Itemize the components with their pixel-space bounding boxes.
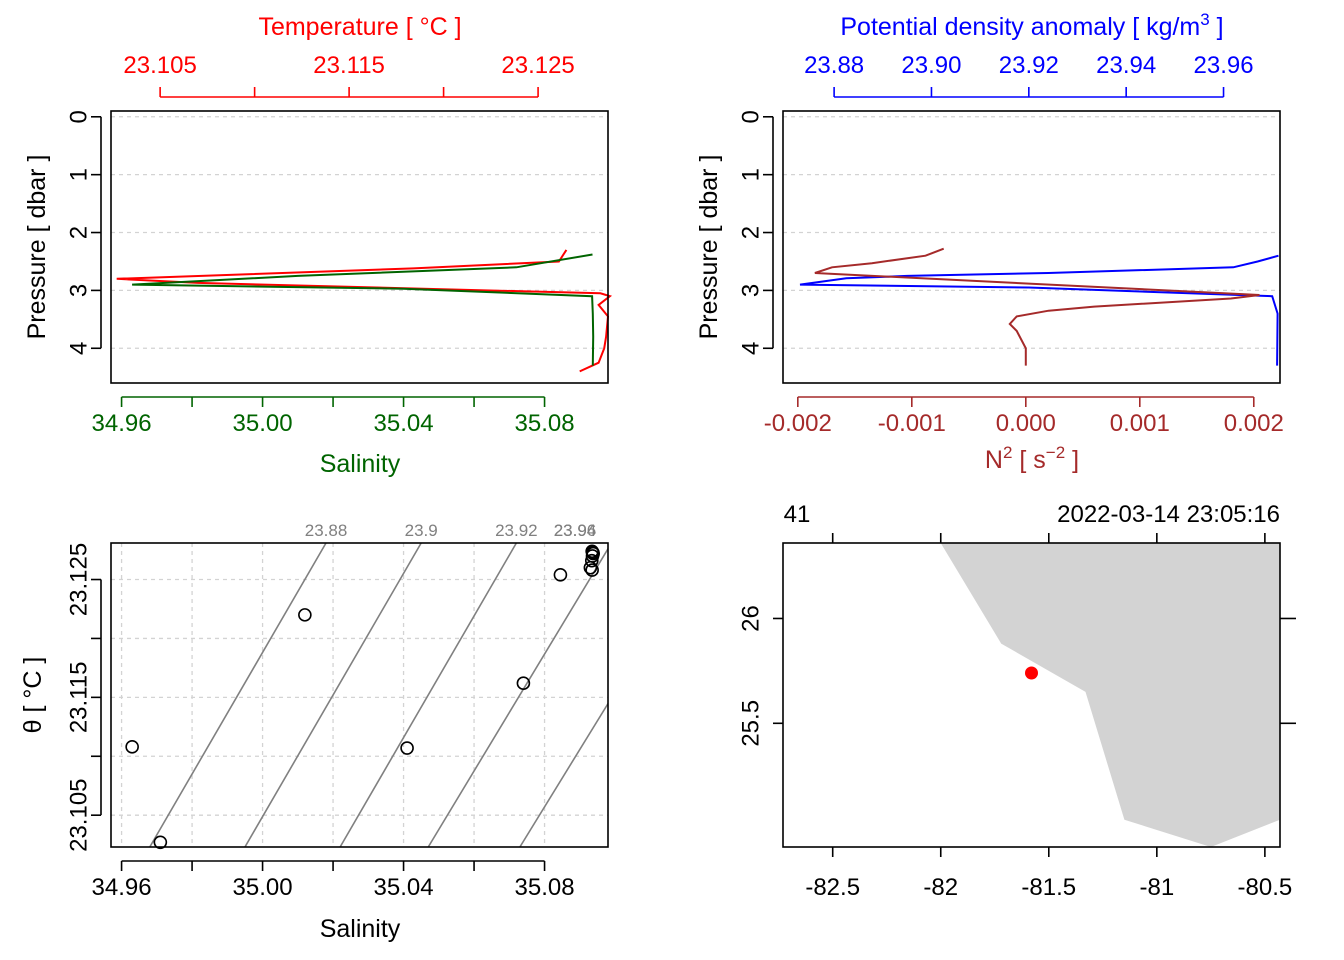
n2-axis-title-part: ]	[1065, 446, 1079, 474]
n2-axis-title: N2 [ s−2 ]	[985, 443, 1079, 474]
temperature-tick-label: 23.125	[501, 52, 574, 79]
isopycnal-label: 23.88	[305, 521, 348, 540]
salinity-tick-label: 35.04	[374, 410, 434, 437]
salinity-tick-label: 35.00	[233, 410, 293, 437]
density-n2-profile-panel: 0 1 2 3 4 Pressure [ dbar ] 23.88 23.90 23.92 23.…	[695, 10, 1284, 474]
longitude-tick-label: -82.5	[805, 874, 860, 901]
longitude-tick-label: -82	[923, 874, 958, 901]
salinity-line	[132, 253, 595, 366]
n2-axis-title-part: −2	[1046, 443, 1065, 462]
salinity-tick-label: 34.96	[92, 874, 152, 901]
latitude-tick-label: 25.5	[738, 700, 765, 747]
ts-data-point	[400, 741, 414, 755]
plot-frame	[110, 542, 609, 848]
theta-axis-title: θ [ °C ]	[19, 657, 47, 734]
density-axis-title: Potential density anomaly [ kg/m3 ]	[840, 10, 1223, 41]
density-tick-label: 23.94	[1096, 52, 1156, 79]
n2-axis-title-part: N	[985, 446, 1003, 474]
n2-tick-label: 0.001	[1110, 410, 1170, 437]
station-marker	[1025, 666, 1038, 680]
plot-frame	[782, 110, 1281, 384]
station-id-label: 41	[784, 501, 811, 528]
pressure-tick-label: 4	[738, 342, 765, 355]
ts-data-point	[585, 563, 599, 577]
temperature-tick-label: 23.105	[123, 52, 196, 79]
density-tick-label: 23.88	[804, 52, 864, 79]
pressure-tick-label: 4	[66, 342, 93, 355]
longitude-tick-label: -81.5	[1021, 874, 1076, 901]
density-axis-title-part: Potential density anomaly [ kg/m	[840, 13, 1200, 41]
ts-data-point	[298, 608, 312, 622]
isopycnal-lines	[149, 543, 608, 847]
pressure-tick-label: 1	[738, 168, 765, 181]
n2-axis-title-part: 2	[1003, 443, 1012, 462]
longitude-tick-label: -80.5	[1238, 874, 1293, 901]
n2-tick-label: 0.000	[996, 410, 1056, 437]
isopycnal-line	[427, 547, 608, 847]
temperature-tick-label: 23.115	[313, 52, 385, 79]
pressure-tick-label: 0	[738, 110, 765, 123]
station-time-label: 2022-03-14 23:05:16	[1057, 501, 1280, 528]
temperature-axis-title: Temperature [ °C ]	[258, 13, 461, 41]
isopycnal-label: 23.92	[495, 521, 538, 540]
isopycnal-line	[149, 543, 327, 847]
isopycnal-label: 23.94	[554, 521, 597, 540]
salinity-tick-label: 34.96	[92, 410, 152, 437]
density-tick-label: 23.90	[901, 52, 961, 79]
pressure-axis-title: Pressure [ dbar ]	[23, 155, 51, 340]
ts-data-point	[516, 676, 531, 691]
isopycnal-label: 23.9	[405, 521, 438, 540]
salinity-tick-label: 35.00	[233, 874, 293, 901]
isopycnal-line	[519, 702, 608, 847]
n2-line	[814, 247, 1260, 366]
ts-data-point	[584, 553, 599, 568]
theta-tick-label: 23.105	[66, 778, 93, 851]
station-map-panel: -82.5 -82 -81.5 -81 -80.5 41 2022-03-14 23:05:…	[738, 501, 1296, 901]
theta-tick-label: 23.115	[66, 662, 93, 734]
temperature-salinity-profile-panel: 0 1 2 3 4 Pressure [ dbar ] 23.105 23.115 23.125…	[23, 13, 613, 478]
ts-data-point	[553, 568, 568, 582]
pressure-tick-label: 2	[66, 226, 93, 239]
temperature-line	[116, 249, 613, 373]
density-axis-title-part: 3	[1200, 10, 1209, 29]
salinity-axis-title: Salinity	[320, 450, 401, 478]
salinity-axis-title: Salinity	[320, 915, 401, 943]
isopycnal-label: 23.96	[554, 521, 597, 540]
ts-data-point	[125, 740, 139, 754]
latitude-tick-label: 26	[738, 605, 765, 632]
longitude-tick-label: -81	[1139, 874, 1174, 901]
land-polygon	[940, 543, 1280, 847]
theta-tick-label: 23.125	[66, 543, 93, 616]
isopycnal-line	[244, 543, 422, 847]
salinity-tick-label: 35.08	[515, 874, 575, 901]
pressure-tick-label: 3	[66, 284, 93, 297]
pressure-axis-title: Pressure [ dbar ]	[695, 155, 723, 340]
ts-data-point	[585, 544, 599, 559]
isopycnal-line	[339, 543, 518, 847]
n2-tick-label: 0.002	[1224, 410, 1284, 437]
density-tick-label: 23.96	[1194, 52, 1254, 79]
pressure-tick-label: 2	[738, 226, 765, 239]
pressure-tick-label: 3	[738, 284, 765, 297]
ts-data-point	[153, 835, 168, 850]
density-axis-title-part: ]	[1210, 13, 1224, 41]
n2-axis-title-part: [ s	[1012, 446, 1045, 474]
n2-tick-label: -0.002	[764, 410, 832, 437]
map-frame	[782, 542, 1281, 848]
plot-frame	[110, 110, 609, 384]
pressure-tick-label: 1	[66, 168, 93, 181]
salinity-tick-label: 35.04	[374, 874, 434, 901]
n2-tick-label: -0.001	[878, 410, 946, 437]
pressure-tick-label: 0	[66, 110, 93, 123]
density-line	[799, 254, 1279, 366]
density-tick-label: 23.92	[999, 52, 1059, 79]
salinity-tick-label: 35.08	[515, 410, 575, 437]
